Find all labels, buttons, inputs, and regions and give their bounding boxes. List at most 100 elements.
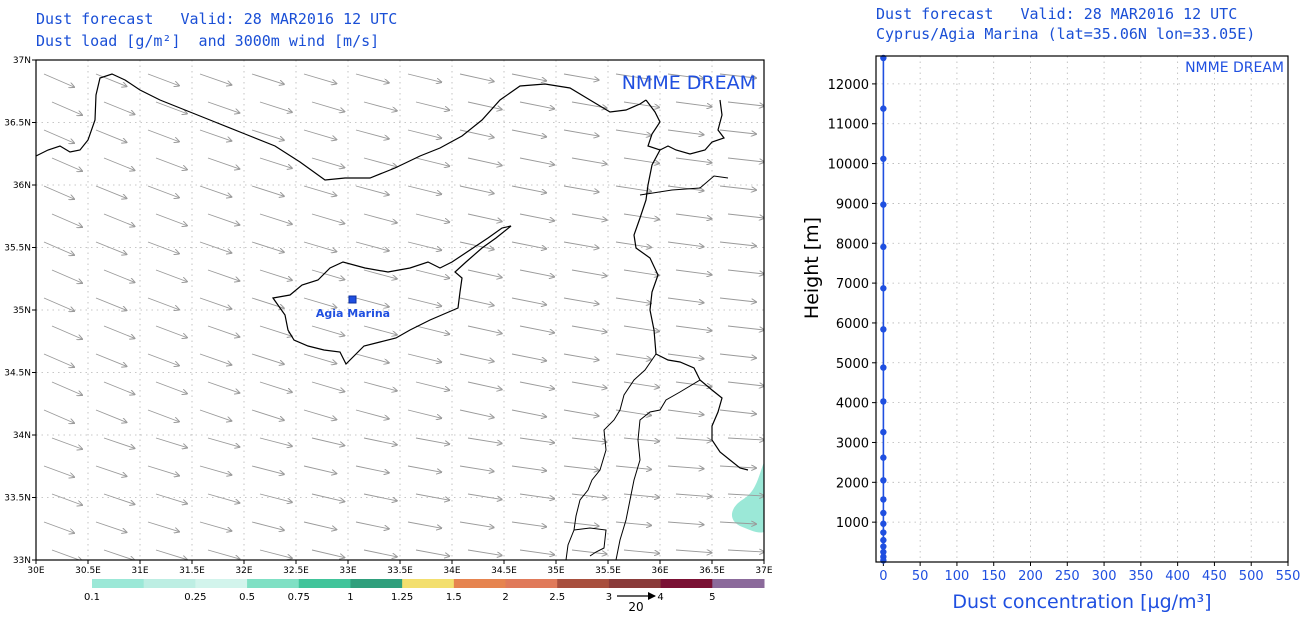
wind-arrow bbox=[511, 353, 546, 361]
lon-label: 32E bbox=[235, 566, 252, 576]
wind-arrow bbox=[623, 101, 659, 107]
colorbar-swatch bbox=[505, 579, 558, 588]
wind-arrow bbox=[519, 437, 554, 443]
profile-point bbox=[880, 509, 887, 517]
lat-label: 35.5N bbox=[4, 244, 31, 254]
lat-label: 34N bbox=[13, 431, 31, 441]
lat-label: 35N bbox=[13, 306, 31, 316]
wind-arrow bbox=[95, 353, 126, 366]
colorbar-label: 0.75 bbox=[288, 592, 310, 603]
wind-arrow bbox=[675, 550, 712, 553]
wind-arrow bbox=[155, 157, 187, 170]
colorbar-label: 3 bbox=[606, 592, 612, 603]
wind-arrow bbox=[199, 409, 231, 421]
wind-arrow bbox=[199, 73, 231, 85]
profile-xtick-label: 550 bbox=[1276, 569, 1300, 584]
profile-ytick-label: 8000 bbox=[836, 237, 869, 252]
wind-arrow bbox=[675, 269, 712, 275]
wind-arrow bbox=[467, 381, 502, 389]
profile-ytick-label: 1000 bbox=[836, 516, 869, 531]
colorbar-label: 5 bbox=[709, 592, 715, 603]
wind-arrow bbox=[43, 241, 74, 255]
wind-arrow bbox=[623, 269, 659, 275]
wind-arrow bbox=[147, 409, 179, 422]
colorbar-swatch bbox=[350, 579, 403, 588]
wind-arrow bbox=[727, 269, 764, 274]
wind-arrow bbox=[51, 549, 82, 560]
wind-arrow bbox=[407, 465, 441, 472]
border-north bbox=[639, 175, 729, 196]
wind-arrow bbox=[303, 353, 336, 364]
wind-arrow bbox=[103, 325, 134, 338]
wind-arrow bbox=[51, 157, 82, 171]
wind-arrow bbox=[415, 269, 449, 278]
wind-arrow bbox=[207, 381, 239, 393]
wind-arrow bbox=[571, 381, 607, 388]
profile-ytick-label: 11000 bbox=[828, 118, 869, 133]
wind-arrow bbox=[259, 101, 292, 112]
colorbar-label: 0.5 bbox=[239, 592, 255, 603]
wind-arrow bbox=[459, 465, 494, 471]
wind-arrow bbox=[303, 297, 336, 308]
wind-arrow bbox=[407, 73, 441, 82]
station-label: Agia Marina bbox=[316, 307, 390, 320]
wind-arrow bbox=[155, 437, 187, 448]
wind-arrow bbox=[467, 101, 502, 109]
wind-arrow bbox=[259, 437, 292, 446]
profile-xtick-label: 250 bbox=[1055, 569, 1080, 584]
colorbar: 0.1 0.25 0.5 0.75 1 1.25 1.5 2 2.5 3 4 5 bbox=[84, 579, 765, 603]
wind-arrow bbox=[355, 353, 389, 363]
wind-arrow bbox=[675, 213, 712, 219]
map-axis-labels: 30E 30.5E 31E 31.5E 32E 32.5E 33E 33.5E 34E 34.5E… bbox=[4, 56, 773, 576]
wind-arrow bbox=[467, 437, 502, 443]
wind-arrow bbox=[571, 549, 607, 554]
colorbar-swatch bbox=[557, 579, 610, 588]
wind-arrow bbox=[311, 157, 344, 168]
profile-xtick-label: 450 bbox=[1202, 569, 1227, 584]
wind-arrow bbox=[363, 549, 397, 557]
station-marker bbox=[348, 295, 357, 304]
wind-arrow bbox=[571, 157, 607, 164]
wind-arrow bbox=[519, 325, 554, 333]
wind-arrow bbox=[623, 437, 659, 441]
wind-arrow bbox=[355, 129, 389, 139]
wind-arrow bbox=[95, 465, 126, 476]
wind-reference-label: 20 bbox=[628, 600, 643, 614]
wind-arrow bbox=[511, 241, 546, 249]
wind-arrow bbox=[311, 549, 344, 558]
profile-point bbox=[880, 326, 887, 333]
wind-arrow bbox=[355, 409, 389, 419]
turkey-coastline bbox=[36, 73, 647, 181]
wind-arrow bbox=[355, 73, 389, 83]
colorbar-swatch bbox=[712, 579, 765, 588]
wind-arrow bbox=[459, 353, 494, 361]
wind-arrow bbox=[95, 73, 126, 86]
iskenderun-coastline bbox=[645, 99, 725, 155]
wind-arrow bbox=[51, 213, 82, 227]
wind-arrow bbox=[571, 493, 607, 498]
wind-arrow bbox=[363, 213, 397, 223]
profile-ytick-label: 2000 bbox=[836, 476, 869, 491]
colorbar-label: 1 bbox=[347, 592, 353, 603]
wind-arrow bbox=[259, 493, 292, 502]
wind-arrow bbox=[355, 521, 389, 529]
profile-point bbox=[880, 105, 887, 112]
wind-arrow bbox=[563, 73, 599, 80]
profile-point bbox=[880, 428, 887, 436]
wind-arrow bbox=[251, 409, 284, 420]
map-title-line1: Dust forecast Valid: 28 MAR2016 12 UTC bbox=[36, 10, 398, 28]
wind-arrow bbox=[459, 73, 494, 81]
profile-title-line1: Dust forecast Valid: 28 MAR2016 12 UTC bbox=[876, 5, 1238, 23]
wind-arrow bbox=[251, 521, 284, 530]
profile-xtick-label: 500 bbox=[1239, 569, 1264, 584]
wind-arrow bbox=[199, 241, 231, 253]
wind-arrow bbox=[727, 213, 764, 218]
profile-ylabel: Height [m] bbox=[801, 217, 823, 319]
wind-arrow bbox=[667, 466, 704, 469]
wind-arrow bbox=[571, 269, 607, 276]
profile-point bbox=[880, 520, 887, 527]
wind-arrow bbox=[511, 297, 546, 305]
wind-arrow bbox=[103, 437, 134, 448]
wind-arrow bbox=[415, 157, 449, 166]
wind-arrow bbox=[407, 521, 441, 528]
